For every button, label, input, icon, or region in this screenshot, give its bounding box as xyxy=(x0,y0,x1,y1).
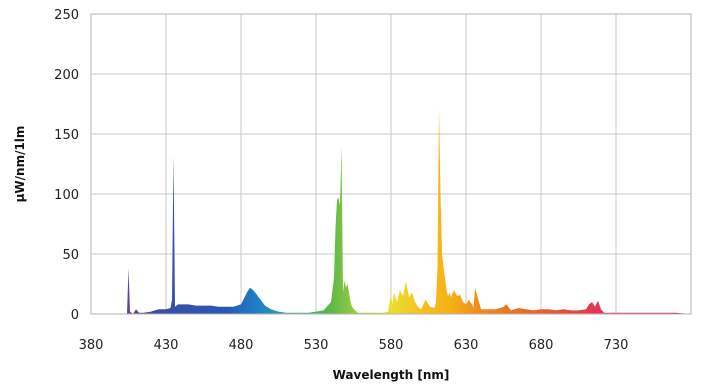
y-tick-label-200: 200 xyxy=(54,68,79,83)
x-axis-title: Wavelength [nm] xyxy=(333,368,450,382)
x-tick-label-580: 580 xyxy=(379,338,404,353)
plot-frame xyxy=(90,13,692,315)
x-tick-label-430: 430 xyxy=(154,338,179,353)
x-tick-label-730: 730 xyxy=(604,338,629,353)
x-tick-labels: 380 430 480 530 580 630 680 730 xyxy=(79,338,629,353)
y-tick-label-0: 0 xyxy=(71,308,79,323)
y-tick-label-50: 50 xyxy=(62,248,79,263)
x-tick-label-480: 480 xyxy=(229,338,254,353)
x-tick-label-530: 530 xyxy=(304,338,329,353)
grid-layer xyxy=(91,13,691,315)
x-tick-label-380: 380 xyxy=(79,338,104,353)
y-tick-label-250: 250 xyxy=(54,8,79,23)
x-tick-label-630: 630 xyxy=(454,338,479,353)
y-axis-title: µW/nm/1lm xyxy=(13,126,27,203)
spectrum-area xyxy=(121,107,691,314)
x-tick-label-680: 680 xyxy=(529,338,554,353)
y-tick-label-150: 150 xyxy=(54,128,79,143)
y-tick-label-100: 100 xyxy=(54,188,79,203)
y-tick-labels: 0 50 100 150 200 250 xyxy=(54,8,79,323)
